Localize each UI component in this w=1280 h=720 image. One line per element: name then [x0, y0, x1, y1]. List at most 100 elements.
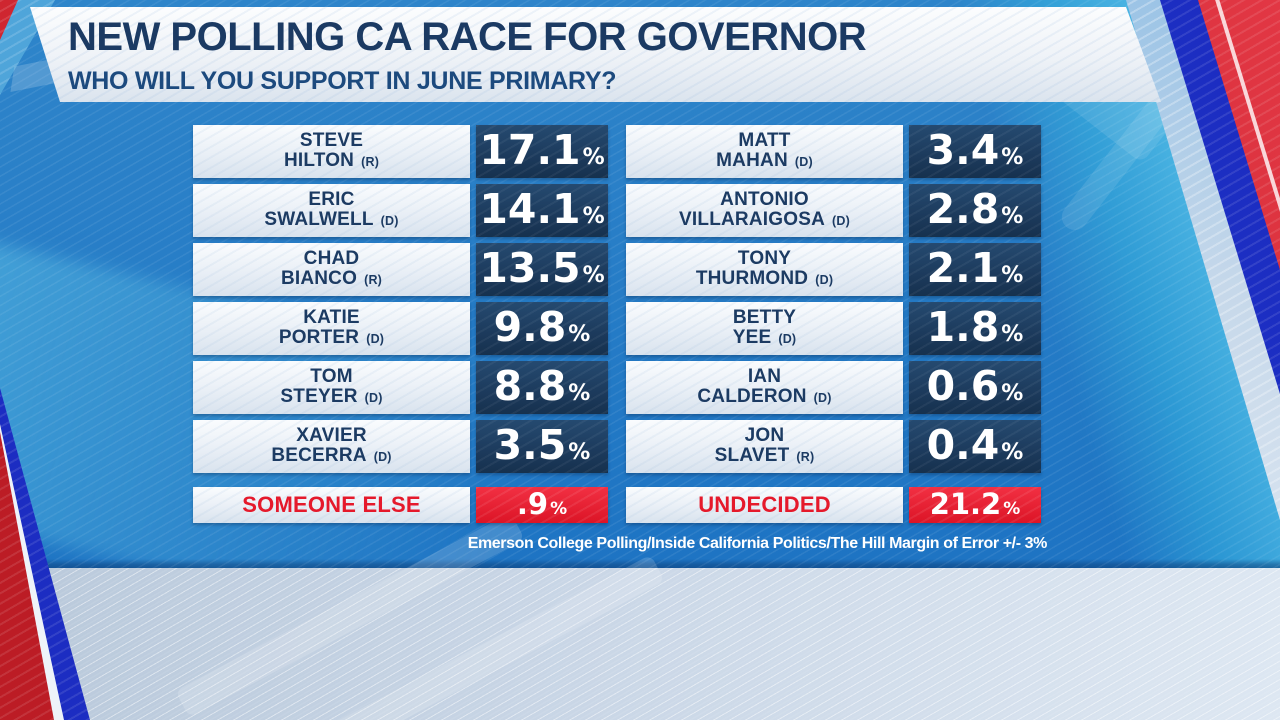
candidate-first-name: MATT	[738, 130, 791, 151]
pct-value: 2.1	[926, 244, 1000, 292]
pct-value: 0.4	[926, 421, 1000, 469]
candidate-pct-cell: 2.8%	[909, 184, 1041, 237]
pct-sign: %	[582, 145, 605, 170]
pct-value: .9	[516, 487, 549, 521]
page-subtitle: WHO WILL YOU SUPPORT IN JUNE PRIMARY?	[68, 67, 617, 95]
candidate-name-cell: BETTY YEE (D)	[626, 302, 903, 355]
pct-sign: %	[550, 499, 568, 519]
pct-value: 17.1	[479, 126, 581, 174]
pct-value: 21.2	[929, 487, 1002, 521]
party-label: (R)	[361, 155, 380, 169]
poll-row-1: STEVE HILTON (R) 17.1% MATT MAHAN (D) 3.4%	[0, 125, 1280, 178]
candidate-first-name: TONY	[737, 248, 792, 269]
pct-sign: %	[568, 322, 591, 347]
party-label: (D)	[380, 214, 399, 228]
candidate-pct-cell: 3.4%	[909, 125, 1041, 178]
pct-sign: %	[582, 204, 605, 229]
candidate-pct-cell: 1.8%	[909, 302, 1041, 355]
candidate-last-name: SWALWELL	[264, 209, 374, 230]
poll-row-4: KATIE PORTER (D) 9.8% BETTY YEE (D) 1.8%	[0, 302, 1280, 355]
candidate-pct-cell: 0.4%	[909, 420, 1041, 473]
candidate-last-name: BECERRA	[271, 445, 367, 466]
pct-sign: %	[1001, 440, 1024, 465]
pct-sign: %	[1001, 322, 1024, 347]
pct-value: 9.8	[493, 303, 567, 351]
undecided-pct-cell: 21.2%	[909, 487, 1041, 523]
candidate-name-cell: IAN CALDERON (D)	[626, 361, 903, 414]
pct-sign: %	[582, 263, 605, 288]
poll-row-other: SOMEONE ELSE .9% UNDECIDED 21.2%	[0, 487, 1280, 523]
candidate-name-cell: STEVE HILTON (R)	[193, 125, 470, 178]
someone-else-cell: SOMEONE ELSE	[193, 487, 470, 523]
candidate-pct-cell: 17.1%	[476, 125, 608, 178]
party-label: (D)	[813, 391, 832, 405]
pct-value: 1.8	[926, 303, 1000, 351]
undecided-label: UNDECIDED	[698, 492, 831, 517]
candidate-pct-cell: 8.8%	[476, 361, 608, 414]
candidate-last-name: SLAVET	[714, 445, 790, 466]
candidate-first-name: JON	[744, 425, 785, 446]
candidate-name-cell: MATT MAHAN (D)	[626, 125, 903, 178]
pct-sign: %	[1001, 381, 1024, 406]
candidate-name-cell: JON SLAVET (R)	[626, 420, 903, 473]
undecided-cell: UNDECIDED	[626, 487, 903, 523]
candidate-first-name: TOM	[310, 366, 353, 387]
pct-value: 14.1	[479, 185, 581, 233]
candidate-last-name: STEYER	[280, 386, 358, 407]
candidate-pct-cell: 13.5%	[476, 243, 608, 296]
party-label: (D)	[364, 391, 383, 405]
candidate-pct-cell: 2.1%	[909, 243, 1041, 296]
candidate-pct-cell: 14.1%	[476, 184, 608, 237]
party-label: (D)	[815, 273, 834, 287]
someone-else-pct-cell: .9%	[476, 487, 608, 523]
source-attribution: Emerson College Polling/Inside Californi…	[467, 535, 1048, 552]
party-label: (R)	[364, 273, 383, 287]
pct-sign: %	[1003, 499, 1021, 519]
candidate-name-cell: TOM STEYER (D)	[193, 361, 470, 414]
page-title: NEW POLLING CA RACE FOR GOVERNOR	[68, 15, 867, 59]
pct-sign: %	[1001, 145, 1024, 170]
band-shadow-line	[0, 559, 1280, 568]
headline-banner: NEW POLLING CA RACE FOR GOVERNOR WHO WIL…	[30, 7, 1161, 102]
poll-row-3: CHAD BIANCO (R) 13.5% TONY THURMOND (D) 2.…	[0, 243, 1280, 296]
candidate-pct-cell: 0.6%	[909, 361, 1041, 414]
candidate-last-name: PORTER	[278, 327, 360, 348]
pct-value: 3.5	[493, 421, 567, 469]
candidate-name-cell: TONY THURMOND (D)	[626, 243, 903, 296]
candidate-first-name: IAN	[747, 366, 782, 387]
someone-else-label: SOMEONE ELSE	[242, 492, 421, 517]
candidate-first-name: ANTONIO	[720, 189, 809, 210]
candidate-name-cell: ERIC SWALWELL (D)	[193, 184, 470, 237]
candidate-last-name: HILTON	[283, 150, 355, 171]
poll-row-5: TOM STEYER (D) 8.8% IAN CALDERON (D) 0.6%	[0, 361, 1280, 414]
party-label: (D)	[832, 214, 850, 228]
candidate-first-name: CHAD	[303, 248, 360, 269]
candidate-first-name: STEVE	[299, 130, 364, 151]
poll-row-2: ERIC SWALWELL (D) 14.1% ANTONIO VILLARAIG…	[0, 184, 1280, 237]
candidate-pct-cell: 3.5%	[476, 420, 608, 473]
candidate-last-name: VILLARAIGOSA	[679, 209, 825, 230]
pct-sign: %	[1001, 263, 1024, 288]
pct-sign: %	[568, 440, 591, 465]
party-label: (D)	[794, 155, 813, 169]
candidate-last-name: THURMOND	[695, 268, 809, 289]
party-label: (D)	[366, 332, 385, 346]
candidate-name-cell: ANTONIO VILLARAIGOSA (D)	[626, 184, 903, 237]
candidate-first-name: BETTY	[732, 307, 797, 328]
pct-sign: %	[1001, 204, 1024, 229]
candidate-pct-cell: 9.8%	[476, 302, 608, 355]
candidate-last-name: BIANCO	[280, 268, 358, 289]
candidate-first-name: KATIE	[303, 307, 360, 328]
pct-value: 13.5	[479, 244, 581, 292]
pct-sign: %	[568, 381, 591, 406]
party-label: (D)	[373, 450, 392, 464]
party-label: (R)	[796, 450, 815, 464]
party-label: (D)	[778, 332, 797, 346]
candidate-first-name: ERIC	[308, 189, 355, 210]
poll-row-6: XAVIER BECERRA (D) 3.5% JON SLAVET (R) 0.4…	[0, 420, 1280, 473]
candidate-first-name: XAVIER	[296, 425, 367, 446]
pct-value: 2.8	[926, 185, 1000, 233]
candidate-last-name: CALDERON	[697, 386, 807, 407]
candidate-name-cell: KATIE PORTER (D)	[193, 302, 470, 355]
